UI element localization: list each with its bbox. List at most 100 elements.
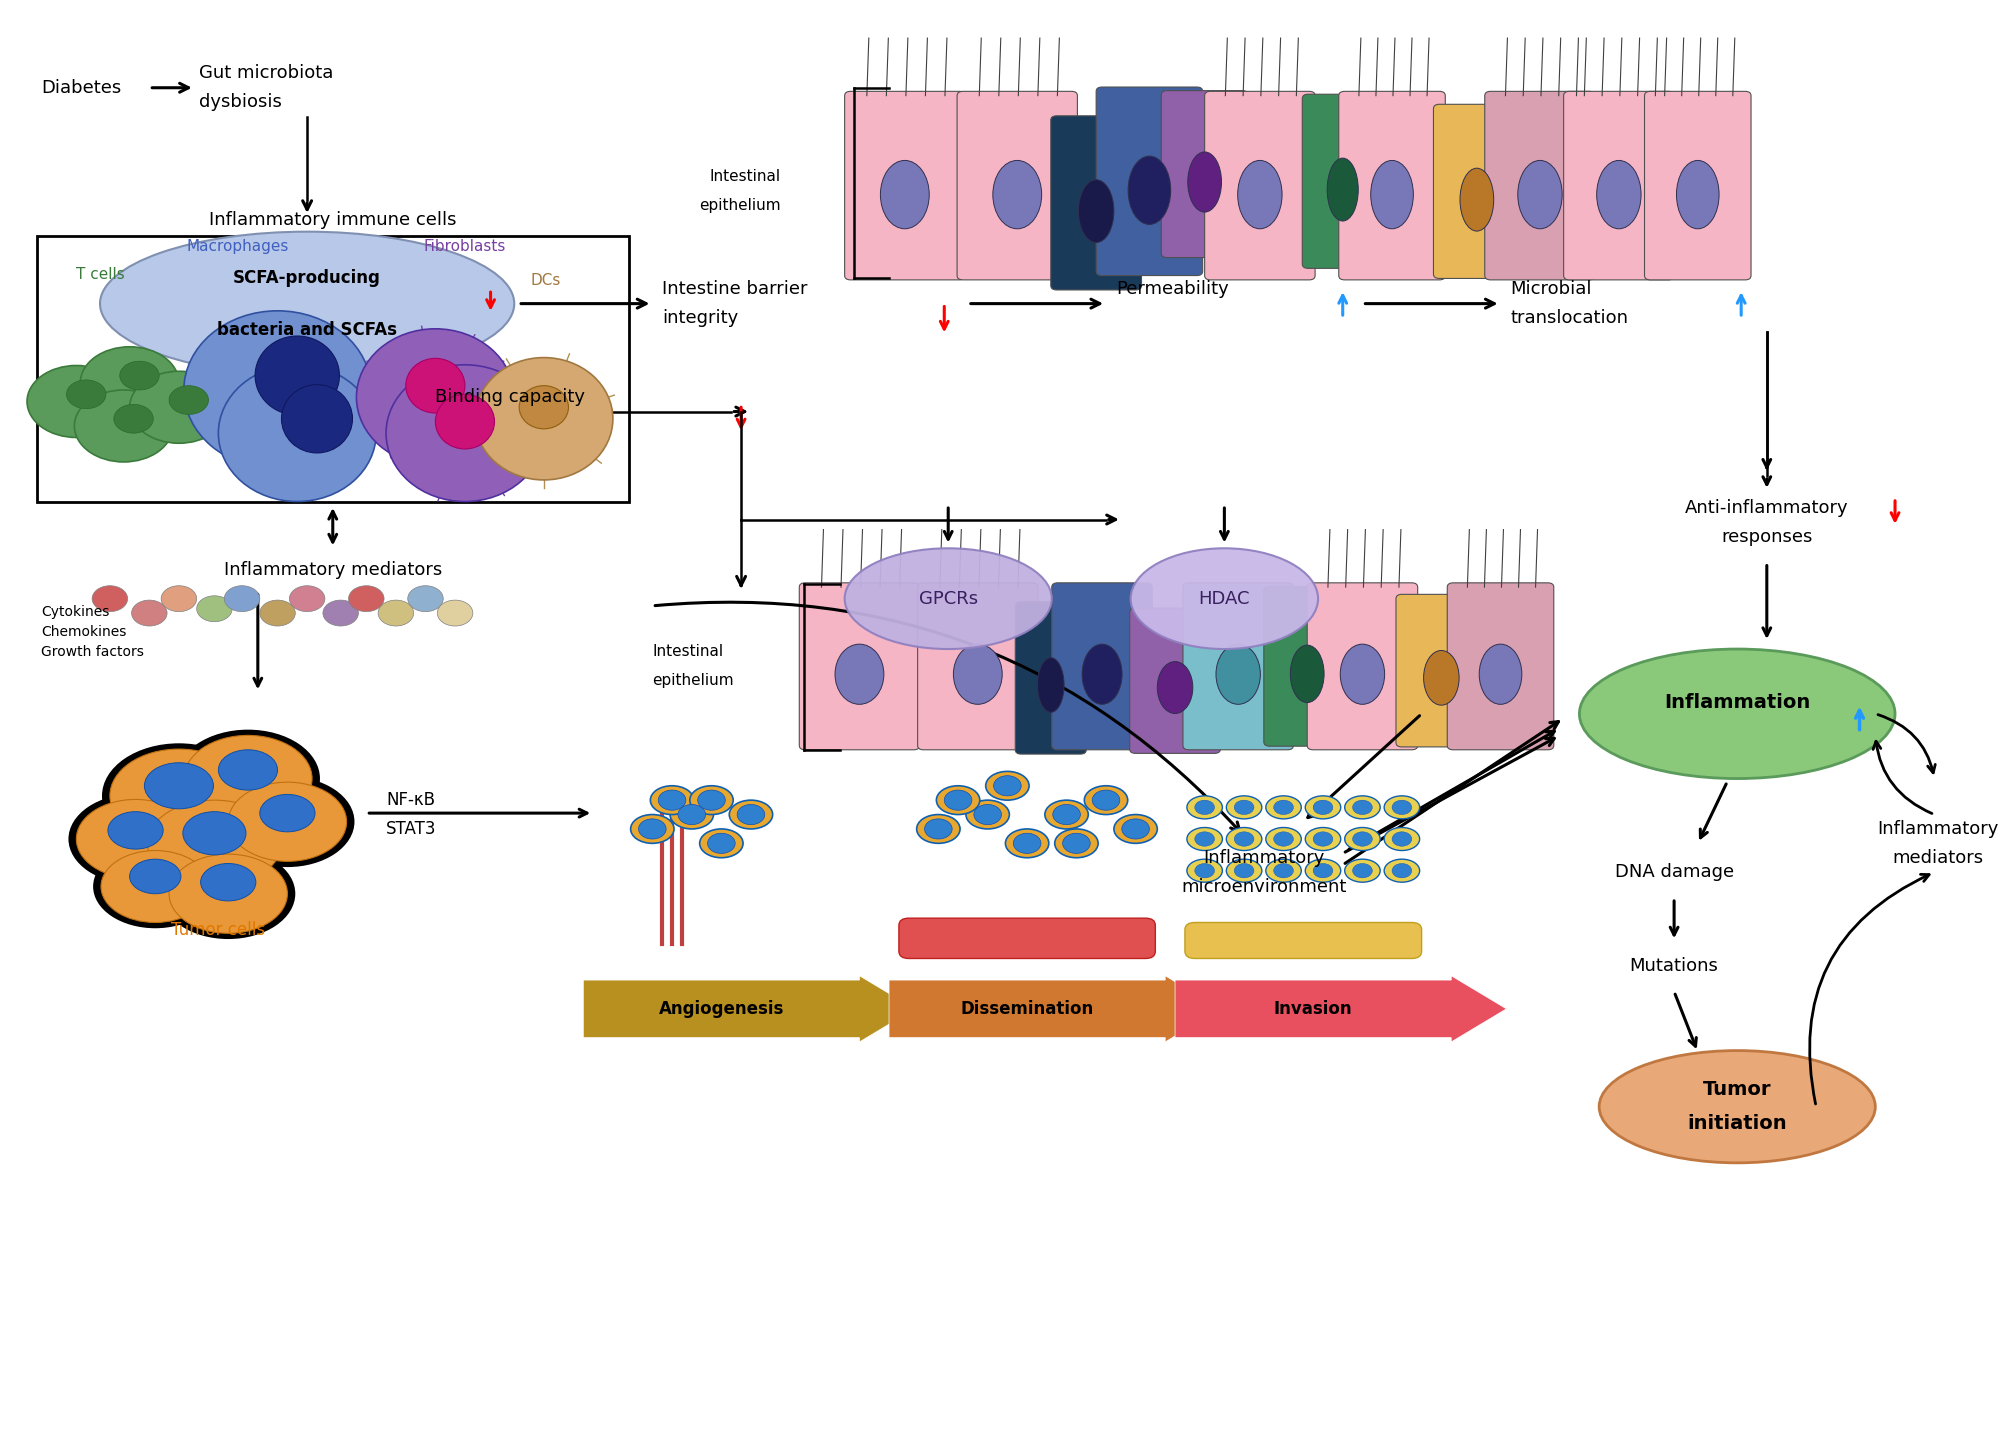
Ellipse shape: [1264, 796, 1301, 819]
Circle shape: [289, 585, 325, 611]
Text: mediators: mediators: [1893, 849, 1983, 867]
Ellipse shape: [1291, 645, 1323, 702]
Circle shape: [1353, 864, 1371, 878]
Ellipse shape: [1082, 645, 1122, 704]
Ellipse shape: [1038, 658, 1064, 712]
FancyBboxPatch shape: [1395, 594, 1485, 747]
Text: Permeability: Permeability: [1116, 280, 1228, 298]
Text: Dissemination: Dissemination: [959, 999, 1094, 1018]
Ellipse shape: [1676, 160, 1718, 229]
Ellipse shape: [219, 750, 277, 790]
FancyArrow shape: [582, 976, 915, 1043]
Ellipse shape: [915, 815, 959, 844]
Ellipse shape: [1305, 796, 1341, 819]
Ellipse shape: [1006, 829, 1048, 858]
FancyBboxPatch shape: [799, 583, 919, 750]
Ellipse shape: [100, 851, 209, 923]
Text: microenvironment: microenvironment: [1180, 878, 1347, 895]
Text: SCFA-producing: SCFA-producing: [233, 268, 381, 287]
Text: Fibroblasts: Fibroblasts: [423, 238, 506, 254]
Bar: [36, 236, 628, 502]
Circle shape: [197, 596, 233, 622]
Ellipse shape: [110, 748, 247, 842]
Ellipse shape: [102, 743, 255, 848]
Ellipse shape: [965, 800, 1010, 829]
Circle shape: [923, 819, 951, 839]
Text: T cells: T cells: [76, 267, 124, 283]
Circle shape: [407, 585, 444, 611]
Text: DNA damage: DNA damage: [1614, 864, 1732, 881]
Circle shape: [1353, 832, 1371, 846]
FancyBboxPatch shape: [1050, 115, 1140, 290]
Circle shape: [349, 585, 383, 611]
Circle shape: [696, 790, 725, 810]
Ellipse shape: [1479, 645, 1521, 704]
Circle shape: [92, 585, 128, 611]
Ellipse shape: [1188, 151, 1220, 212]
Ellipse shape: [474, 358, 612, 480]
Ellipse shape: [1226, 859, 1260, 883]
Text: HDAC: HDAC: [1198, 590, 1250, 607]
Text: Invasion: Invasion: [1272, 999, 1353, 1018]
Circle shape: [66, 379, 106, 408]
Circle shape: [130, 371, 229, 443]
Ellipse shape: [698, 829, 743, 858]
Ellipse shape: [1327, 159, 1357, 221]
Ellipse shape: [1345, 796, 1379, 819]
Ellipse shape: [138, 795, 289, 893]
Ellipse shape: [183, 812, 247, 855]
Circle shape: [1234, 832, 1252, 846]
FancyArrow shape: [1174, 976, 1505, 1043]
Ellipse shape: [177, 730, 319, 828]
Circle shape: [74, 389, 173, 461]
Ellipse shape: [1339, 645, 1385, 704]
FancyBboxPatch shape: [917, 583, 1038, 750]
Ellipse shape: [255, 336, 339, 415]
Text: translocation: translocation: [1509, 309, 1628, 327]
FancyBboxPatch shape: [1096, 87, 1202, 275]
Text: Binding capacity: Binding capacity: [436, 388, 586, 407]
Circle shape: [1313, 800, 1333, 815]
Circle shape: [80, 348, 179, 418]
Text: integrity: integrity: [662, 309, 739, 327]
Text: Inflammatory mediators: Inflammatory mediators: [223, 561, 442, 578]
Circle shape: [1014, 833, 1040, 854]
Ellipse shape: [953, 645, 1001, 704]
Ellipse shape: [1596, 160, 1640, 229]
FancyBboxPatch shape: [1052, 583, 1152, 750]
Ellipse shape: [845, 548, 1052, 649]
Ellipse shape: [169, 854, 287, 933]
Circle shape: [1272, 800, 1293, 815]
Ellipse shape: [185, 311, 371, 469]
Ellipse shape: [1084, 786, 1128, 815]
Ellipse shape: [147, 800, 281, 887]
FancyBboxPatch shape: [1130, 609, 1220, 753]
Circle shape: [638, 819, 666, 839]
Circle shape: [993, 776, 1022, 796]
Ellipse shape: [1305, 828, 1341, 851]
Ellipse shape: [630, 815, 674, 844]
Ellipse shape: [68, 793, 203, 884]
Text: epithelium: epithelium: [652, 673, 735, 688]
FancyBboxPatch shape: [1182, 583, 1293, 750]
Ellipse shape: [1186, 859, 1222, 883]
Circle shape: [1122, 819, 1148, 839]
Ellipse shape: [281, 385, 353, 453]
Ellipse shape: [1264, 828, 1301, 851]
Text: Inflammatory immune cells: Inflammatory immune cells: [209, 211, 456, 229]
Text: GPCRs: GPCRs: [917, 590, 977, 607]
Ellipse shape: [161, 848, 295, 939]
Ellipse shape: [108, 812, 163, 849]
Text: epithelium: epithelium: [698, 198, 781, 213]
Ellipse shape: [145, 763, 213, 809]
FancyBboxPatch shape: [1303, 94, 1383, 268]
FancyBboxPatch shape: [1016, 601, 1086, 754]
Circle shape: [1313, 832, 1333, 846]
Circle shape: [225, 585, 259, 611]
Ellipse shape: [1459, 169, 1493, 231]
Text: Mutations: Mutations: [1630, 956, 1718, 975]
FancyBboxPatch shape: [1563, 91, 1674, 280]
Ellipse shape: [92, 845, 217, 929]
Ellipse shape: [385, 365, 544, 502]
Text: Angiogenesis: Angiogenesis: [658, 999, 783, 1018]
